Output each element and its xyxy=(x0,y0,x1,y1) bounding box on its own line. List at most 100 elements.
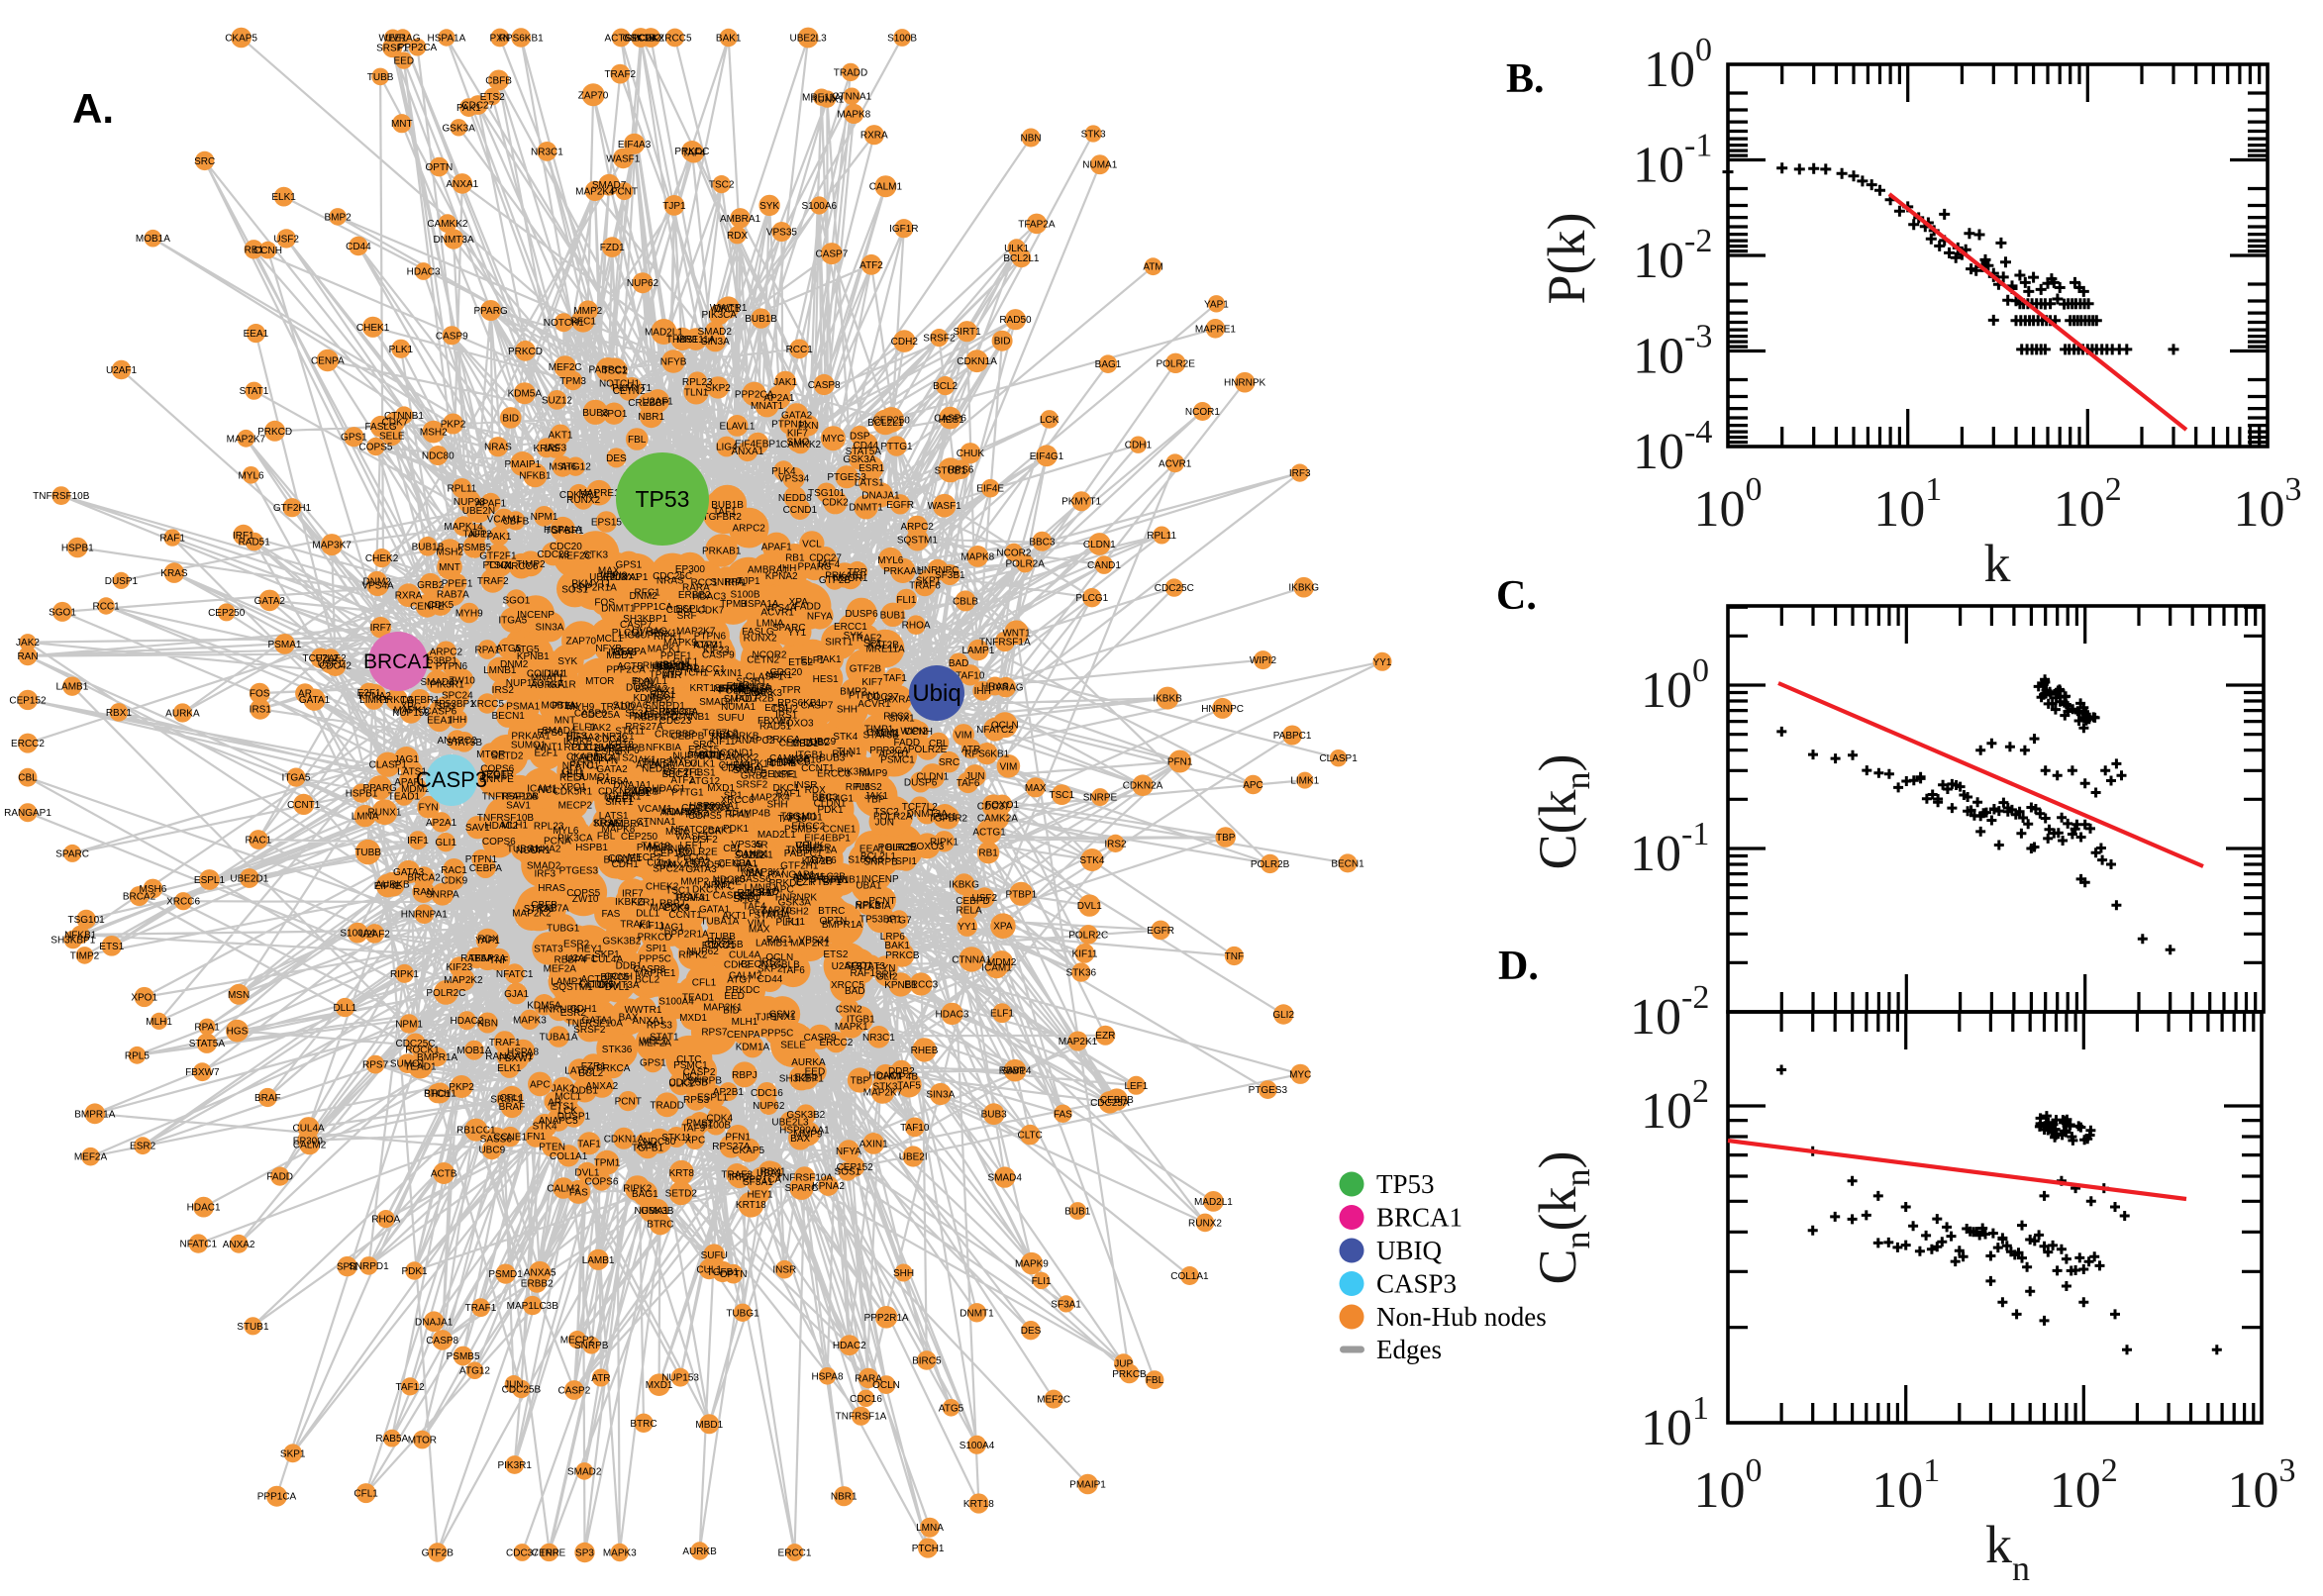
svg-text:ZAP70: ZAP70 xyxy=(578,90,609,101)
svg-text:CBL: CBL xyxy=(929,739,949,749)
svg-text:SHC1: SHC1 xyxy=(424,1089,451,1100)
svg-text:S100A4: S100A4 xyxy=(960,1441,995,1451)
svg-text:RAD51: RAD51 xyxy=(759,721,792,732)
svg-text:AMBRA1: AMBRA1 xyxy=(720,214,761,225)
svg-text:E2F1: E2F1 xyxy=(794,1072,818,1083)
svg-text:NDC80: NDC80 xyxy=(422,451,454,462)
svg-text:PTCH1: PTCH1 xyxy=(912,1544,945,1554)
svg-text:HGS: HGS xyxy=(227,1027,249,1038)
svg-text:CDK2: CDK2 xyxy=(724,959,751,970)
svg-text:CALM2: CALM2 xyxy=(547,1184,580,1195)
svg-text:S100B: S100B xyxy=(887,34,917,45)
svg-text:HEY1: HEY1 xyxy=(747,1189,773,1200)
svg-text:NCOR2: NCOR2 xyxy=(996,548,1031,558)
svg-text:CASP2: CASP2 xyxy=(713,890,746,901)
svg-text:ACVR1: ACVR1 xyxy=(1159,458,1192,469)
svg-text:TRAF2: TRAF2 xyxy=(604,69,636,80)
svg-text:ZAP70: ZAP70 xyxy=(566,637,597,648)
svg-text:ANXA1: ANXA1 xyxy=(446,179,478,190)
svg-text:SIRT1: SIRT1 xyxy=(825,638,854,648)
svg-text:KIF23: KIF23 xyxy=(703,645,730,655)
svg-text:TFAP2A: TFAP2A xyxy=(1018,219,1056,230)
svg-text:SUMO1: SUMO1 xyxy=(511,741,547,751)
svg-text:PSMD1: PSMD1 xyxy=(488,1269,523,1280)
svg-text:NPM1: NPM1 xyxy=(395,1020,423,1031)
svg-text:MOB1A: MOB1A xyxy=(136,234,170,245)
svg-text:SIRT1: SIRT1 xyxy=(954,327,982,338)
svg-text:DUSP1: DUSP1 xyxy=(105,576,139,587)
svg-text:PTTG1: PTTG1 xyxy=(880,442,913,452)
svg-text:CALM2: CALM2 xyxy=(293,1140,327,1150)
svg-text:NFATC1: NFATC1 xyxy=(179,1240,217,1250)
svg-text:HSPB1: HSPB1 xyxy=(346,789,378,800)
svg-text:Ubiq: Ubiq xyxy=(912,680,960,707)
svg-text:CASP7: CASP7 xyxy=(816,249,849,260)
svg-text:PTPN11: PTPN11 xyxy=(749,908,785,919)
svg-text:VPS34: VPS34 xyxy=(798,936,830,947)
svg-text:WIPI2: WIPI2 xyxy=(1250,655,1277,666)
svg-text:IHH: IHH xyxy=(450,715,466,726)
svg-text:PMAIP1: PMAIP1 xyxy=(1069,1480,1106,1491)
svg-text:BCL2L1: BCL2L1 xyxy=(1003,253,1040,264)
svg-text:DNMT1: DNMT1 xyxy=(960,1308,994,1319)
svg-text:HRAS: HRAS xyxy=(538,883,565,894)
svg-text:GTF2H1: GTF2H1 xyxy=(273,503,312,514)
svg-text:RB1: RB1 xyxy=(978,848,998,859)
svg-text:ETS1: ETS1 xyxy=(99,942,124,952)
svg-text:S100A6: S100A6 xyxy=(802,201,838,212)
svg-text:TRADD: TRADD xyxy=(650,1100,683,1111)
svg-text:SUZ12: SUZ12 xyxy=(542,395,573,406)
svg-text:XRCC5: XRCC5 xyxy=(658,34,692,45)
svg-text:SPARC: SPARC xyxy=(55,848,89,859)
svg-text:MTOR: MTOR xyxy=(408,1436,437,1446)
svg-text:SRSF2: SRSF2 xyxy=(573,1025,606,1036)
svg-text:HSPA1A: HSPA1A xyxy=(428,34,466,45)
svg-text:ARPC2: ARPC2 xyxy=(733,524,766,535)
svg-text:YY1: YY1 xyxy=(958,922,976,933)
svg-text:ANXA5: ANXA5 xyxy=(662,860,695,871)
svg-text:TPM3: TPM3 xyxy=(720,599,747,610)
svg-text:ELK1: ELK1 xyxy=(497,1063,522,1074)
svg-text:SOS1: SOS1 xyxy=(835,1167,861,1178)
svg-text:PTTG1: PTTG1 xyxy=(671,787,704,798)
svg-text:DSP: DSP xyxy=(850,431,870,442)
svg-text:NFKB1: NFKB1 xyxy=(64,931,97,942)
svg-text:PSMA1: PSMA1 xyxy=(268,640,302,650)
svg-text:UBE2D1: UBE2D1 xyxy=(653,661,691,672)
svg-text:RIPK1: RIPK1 xyxy=(390,969,419,980)
svg-text:FAS: FAS xyxy=(1054,1109,1072,1120)
svg-text:LMNA: LMNA xyxy=(916,1523,944,1534)
svg-text:S100A6: S100A6 xyxy=(848,855,883,866)
svg-text:ERBB2: ERBB2 xyxy=(521,1279,554,1290)
svg-text:MXD1: MXD1 xyxy=(679,1013,707,1024)
svg-text:CCND1: CCND1 xyxy=(720,748,755,759)
svg-text:MLH1: MLH1 xyxy=(146,1017,172,1028)
svg-text:CASP2: CASP2 xyxy=(558,1386,591,1397)
svg-text:SP3: SP3 xyxy=(575,1548,594,1559)
svg-text:ACTG1: ACTG1 xyxy=(605,34,639,45)
svg-text:TPM1: TPM1 xyxy=(594,1158,621,1169)
svg-text:TAF6: TAF6 xyxy=(957,778,980,789)
svg-text:MSN: MSN xyxy=(665,827,687,838)
svg-text:MAPK14: MAPK14 xyxy=(444,522,483,533)
svg-text:k: k xyxy=(1984,534,2011,593)
svg-text:RBPJ: RBPJ xyxy=(732,1070,758,1081)
svg-text:INSR: INSR xyxy=(772,1265,796,1276)
svg-text:DDB2: DDB2 xyxy=(888,1066,915,1077)
svg-text:ANAPC2: ANAPC2 xyxy=(437,736,476,747)
svg-text:AXIN1: AXIN1 xyxy=(859,1139,888,1149)
svg-text:IRS2: IRS2 xyxy=(492,685,515,696)
svg-text:SIN3A: SIN3A xyxy=(926,1090,955,1101)
svg-text:ATM: ATM xyxy=(1143,262,1162,273)
svg-text:HSPA8: HSPA8 xyxy=(811,1371,843,1382)
svg-text:KAT2B: KAT2B xyxy=(868,641,899,651)
svg-text:CDKN2A: CDKN2A xyxy=(1123,781,1163,792)
svg-text:FAS: FAS xyxy=(601,909,620,920)
svg-text:NCOR2: NCOR2 xyxy=(752,650,786,661)
svg-text:TUBA1A: TUBA1A xyxy=(540,1033,578,1044)
svg-text:TGFBR2: TGFBR2 xyxy=(929,813,968,824)
svg-text:PCNT: PCNT xyxy=(615,1097,642,1108)
svg-text:LMNB1: LMNB1 xyxy=(483,665,517,676)
svg-text:POLR2B: POLR2B xyxy=(1251,859,1290,870)
svg-text:S100A4: S100A4 xyxy=(340,929,375,940)
